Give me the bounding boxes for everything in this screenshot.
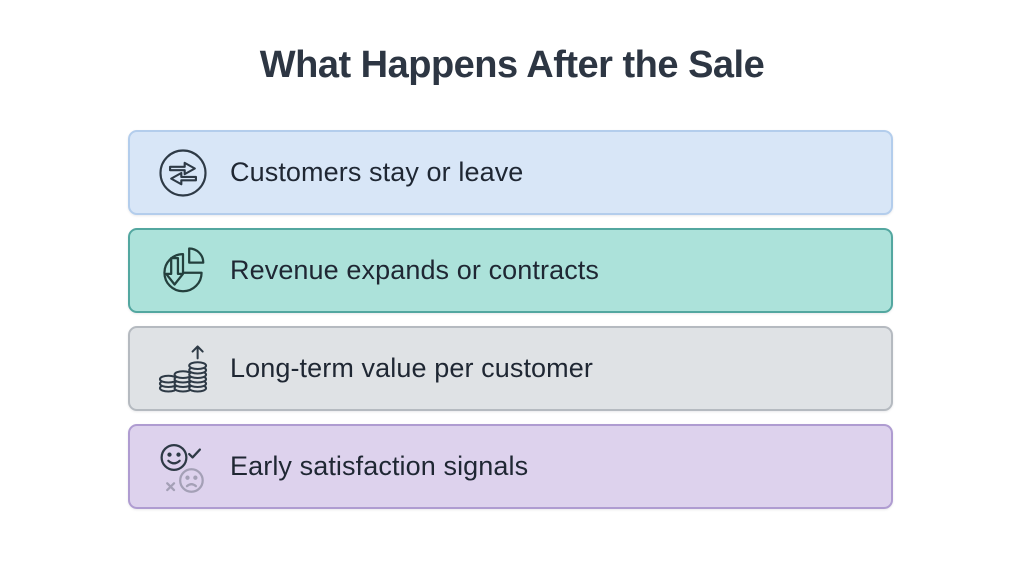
card-customers-stay-or-leave: Customers stay or leave	[128, 130, 893, 215]
transfer-arrows-icon	[155, 145, 211, 201]
card-label: Customers stay or leave	[230, 157, 524, 187]
card-early-satisfaction-signals: Early satisfaction signals	[128, 424, 893, 509]
card-revenue-expands-or-contracts: Revenue expands or contracts	[128, 228, 893, 313]
card-label: Early satisfaction signals	[230, 451, 529, 481]
coin-stacks-growth-icon	[155, 341, 211, 397]
page-title: What Happens After the Sale	[259, 44, 765, 86]
card-label: Revenue expands or contracts	[230, 255, 600, 285]
card-label: Long-term value per customer	[230, 353, 593, 383]
satisfaction-faces-icon	[155, 439, 211, 495]
card-list: Customers stay or leave Revenue expands …	[128, 130, 893, 509]
card-long-term-value-per-customer: Long-term value per customer	[128, 326, 893, 411]
pie-chart-decline-icon	[155, 243, 211, 299]
